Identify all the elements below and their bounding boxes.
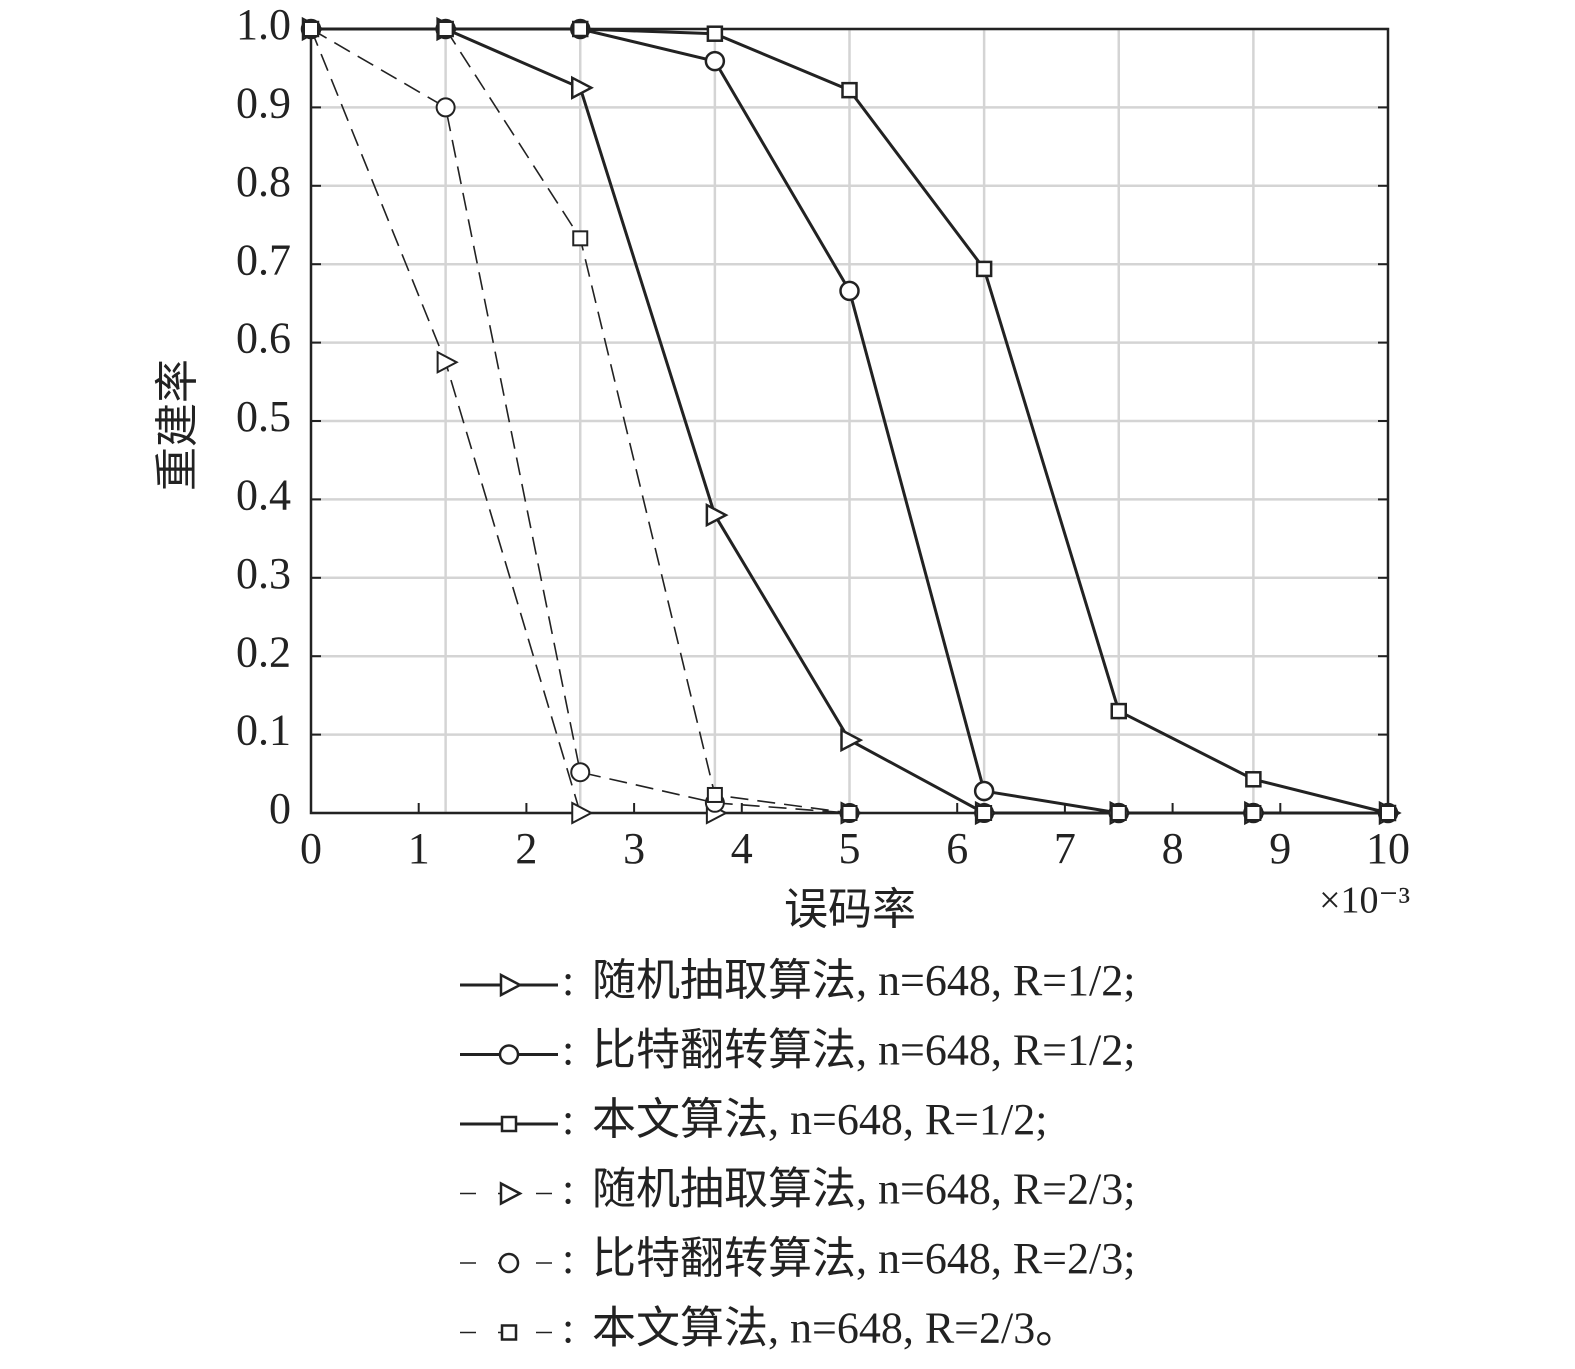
marker xyxy=(973,780,995,802)
x-scale-label: ×10⁻³ xyxy=(1319,880,1410,922)
legend-marker xyxy=(498,1252,520,1274)
marker xyxy=(571,75,594,100)
x-tick-label: 0 xyxy=(300,824,322,873)
legend-label: 随机抽取算法, n=648, R=2/3; xyxy=(592,1165,1135,1214)
legend-label: 随机抽取算法, n=648, R=1/2; xyxy=(592,956,1135,1005)
legend-separator: : xyxy=(562,1234,574,1283)
legend-marker xyxy=(500,1324,518,1341)
marker xyxy=(437,21,454,37)
y-tick-label: 0.9 xyxy=(236,78,291,127)
x-tick-label: 3 xyxy=(623,824,645,873)
marker xyxy=(841,81,858,99)
legend-separator: : xyxy=(562,1026,574,1075)
marker xyxy=(1110,702,1127,720)
legend-label: 本文算法, n=648, R=1/2; xyxy=(592,1095,1047,1144)
marker xyxy=(303,21,319,37)
marker xyxy=(572,230,589,247)
y-tick-label: 0.3 xyxy=(236,549,291,598)
marker xyxy=(570,762,591,783)
y-tick-label: 0.6 xyxy=(236,314,291,363)
legend-separator: : xyxy=(562,1095,574,1144)
legend-label: 本文算法, n=648, R=2/3。 xyxy=(592,1304,1079,1353)
legend-label: 比特翻转算法, n=648, R=2/3; xyxy=(592,1234,1135,1283)
y-tick-label: 0.2 xyxy=(236,627,291,676)
marker xyxy=(705,503,729,528)
legend-marker xyxy=(499,972,523,998)
x-tick-label: 10 xyxy=(1366,824,1410,873)
marker xyxy=(704,50,726,72)
legend-marker xyxy=(498,1044,520,1065)
marker xyxy=(435,97,456,118)
y-axis-label: 重建率 xyxy=(153,359,202,491)
y-tick-label: 1.0 xyxy=(236,0,291,49)
marker xyxy=(841,805,858,821)
marker xyxy=(1380,805,1396,821)
marker xyxy=(975,260,993,278)
marker xyxy=(839,280,860,302)
x-axis-label: 误码率 xyxy=(784,885,916,934)
marker xyxy=(571,801,594,825)
y-tick-label: 0.4 xyxy=(236,470,291,519)
x-tick-label: 8 xyxy=(1162,824,1184,873)
marker xyxy=(706,25,724,42)
legend-separator: : xyxy=(562,1304,574,1353)
x-tick-label: 7 xyxy=(1054,824,1076,873)
x-tick-label: 5 xyxy=(839,824,861,873)
legend-separator: : xyxy=(562,956,574,1005)
legend-marker xyxy=(499,1181,523,1206)
x-tick-label: 4 xyxy=(731,824,753,873)
y-tick-label: 0.7 xyxy=(236,235,291,284)
marker xyxy=(706,786,723,803)
y-tick-label: 0 xyxy=(269,784,291,833)
marker xyxy=(436,350,459,374)
marker xyxy=(572,20,589,38)
marker xyxy=(1110,805,1127,821)
marker xyxy=(1245,805,1262,821)
x-tick-label: 6 xyxy=(946,824,968,873)
marker xyxy=(1245,771,1262,788)
legend-separator: : xyxy=(562,1165,574,1214)
marker xyxy=(976,805,993,821)
y-tick-label: 0.1 xyxy=(236,706,291,755)
marker xyxy=(840,728,864,753)
legend-marker xyxy=(500,1115,518,1133)
x-tick-label: 1 xyxy=(408,824,430,873)
x-tick-label: 2 xyxy=(515,824,537,873)
y-tick-label: 0.5 xyxy=(236,392,291,441)
legend-label: 比特翻转算法, n=648, R=1/2; xyxy=(592,1026,1135,1075)
y-tick-label: 0.8 xyxy=(236,157,291,206)
x-tick-label: 9 xyxy=(1269,824,1291,873)
